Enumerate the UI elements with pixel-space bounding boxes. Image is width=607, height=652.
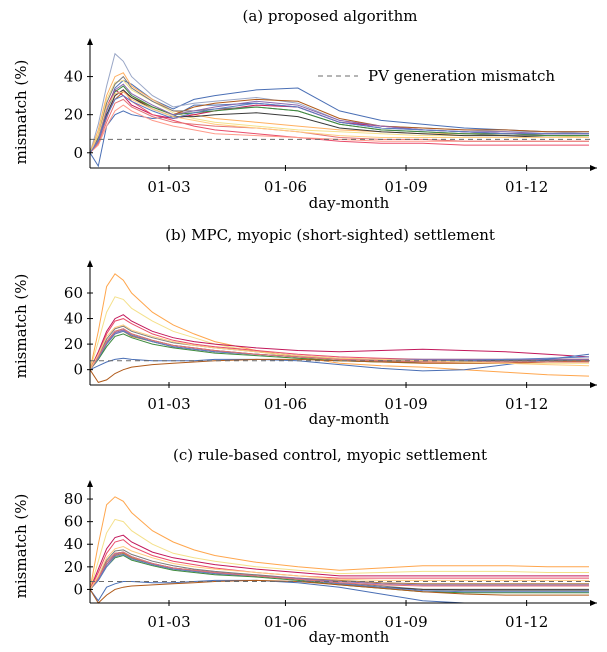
- x-tick-label: 01-03: [147, 395, 190, 413]
- series-line-13: [89, 98, 589, 154]
- chart-a-plot: 0 20 40 01-03 01-06 01-09 01-12: [64, 38, 597, 196]
- chart-a: (a) proposed algorithm 0 20 40 01-03 01-06 01…: [12, 7, 597, 212]
- x-tick-label: 01-06: [264, 395, 307, 413]
- series-line-10: [89, 85, 589, 154]
- series-line-15: [89, 95, 589, 154]
- series-line-0: [89, 496, 589, 590]
- series-line-11: [89, 579, 589, 604]
- chart-c-plot: 0 20 40 60 80 01-03 01-06 01-09 01-12: [64, 480, 597, 631]
- series-line-1: [89, 518, 589, 590]
- chart-b: (b) MPC, myopic (short-sighted) settleme…: [12, 226, 597, 428]
- series-line-2: [89, 534, 589, 590]
- series-line-13: [89, 545, 589, 590]
- x-tick-label: 01-03: [147, 178, 190, 196]
- x-axis-arrow: [590, 165, 597, 171]
- y-tick-label: 0: [73, 361, 83, 379]
- y-tick-label: 20: [64, 106, 83, 124]
- y-tick-label: 20: [64, 558, 83, 576]
- y-axis-arrow: [87, 480, 93, 487]
- x-axis-arrow: [590, 382, 597, 388]
- series-line-12: [89, 551, 589, 590]
- chart-a-title: (a) proposed algorithm: [242, 7, 417, 25]
- y-tick-label: 40: [64, 68, 83, 86]
- series-line-6: [89, 89, 589, 154]
- chart-c-ylabel: mismatch (%): [12, 494, 30, 599]
- chart-c: (c) rule-based control, myopic settlemen…: [12, 446, 597, 646]
- series-line-2: [89, 314, 590, 370]
- x-tick-label: 01-12: [505, 613, 548, 631]
- x-tick-label: 01-12: [505, 395, 548, 413]
- series-line-10: [89, 553, 589, 593]
- legend-label: PV generation mismatch: [368, 67, 555, 85]
- series-line-14: [89, 91, 589, 154]
- chart-c-title: (c) rule-based control, myopic settlemen…: [173, 446, 487, 464]
- x-tick-label: 01-06: [264, 178, 307, 196]
- series-line-13: [89, 324, 590, 370]
- y-tick-label: 40: [64, 535, 83, 553]
- x-tick-label: 01-09: [384, 178, 427, 196]
- chart-b-xlabel: day-month: [309, 410, 390, 428]
- chart-b-ylabel: mismatch (%): [12, 274, 30, 379]
- series-line-3: [89, 539, 589, 590]
- chart-a-legend: PV generation mismatch: [318, 67, 555, 85]
- x-tick-label: 01-06: [264, 613, 307, 631]
- y-axis-arrow: [87, 260, 93, 267]
- chart-b-title: (b) MPC, myopic (short-sighted) settleme…: [165, 226, 495, 244]
- y-tick-label: 60: [64, 513, 83, 531]
- x-axis-arrow: [590, 600, 597, 606]
- series-line-1: [89, 102, 589, 168]
- y-axis-arrow: [87, 38, 93, 45]
- x-tick-label: 01-03: [147, 613, 190, 631]
- y-tick-label: 0: [73, 580, 83, 598]
- y-tick-label: 60: [64, 284, 83, 302]
- chart-a-ylabel: mismatch (%): [12, 60, 30, 165]
- series-line-8: [89, 104, 589, 154]
- x-tick-label: 01-12: [505, 178, 548, 196]
- y-tick-label: 20: [64, 335, 83, 353]
- series-line-0: [89, 79, 589, 154]
- series-line-7: [89, 89, 589, 154]
- series-line-7: [89, 554, 589, 594]
- y-tick-label: 40: [64, 310, 83, 328]
- y-tick-label: 80: [64, 490, 83, 508]
- x-tick-label: 01-09: [384, 613, 427, 631]
- series-line-11: [89, 89, 589, 154]
- series-line-11: [89, 358, 590, 383]
- y-tick-label: 0: [73, 144, 83, 162]
- chart-a-xlabel: day-month: [309, 194, 390, 212]
- chart-b-plot: 0 20 40 60 01-03 01-06 01-09 01-12: [64, 260, 597, 413]
- series-line-10: [89, 330, 590, 370]
- series-line-9: [89, 353, 590, 372]
- x-tick-label: 01-09: [384, 395, 427, 413]
- chart-c-xlabel: day-month: [309, 628, 390, 646]
- series-line-4: [89, 549, 589, 592]
